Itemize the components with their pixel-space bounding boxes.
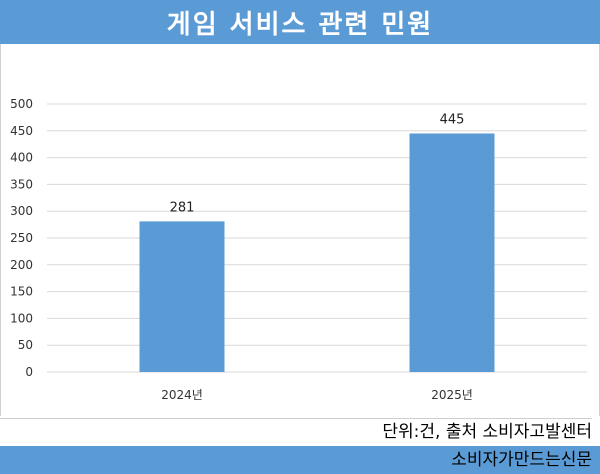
title-bar: 게임 서비스 관련 민원: [0, 0, 600, 44]
y-tick-label: 250: [10, 231, 33, 245]
y-tick-label: 350: [10, 177, 33, 191]
bar-value-label: 281: [170, 200, 195, 215]
y-tick-label: 200: [10, 258, 33, 272]
x-tick-label: 2024년: [161, 388, 203, 402]
bar-2025년: [409, 133, 495, 372]
y-tick-label: 50: [18, 338, 33, 352]
y-tick-label: 400: [10, 151, 33, 165]
y-tick-label: 450: [10, 124, 33, 138]
y-tick-label: 0: [25, 365, 33, 379]
y-tick-label: 500: [10, 97, 33, 111]
publisher-brand: 소비자가만드는신문: [451, 450, 592, 470]
y-tick-label: 100: [10, 311, 33, 325]
y-tick-label: 300: [10, 204, 33, 218]
bar-2024년: [139, 221, 225, 372]
chart-area: 0 50 100 150 200 250 300 350 400 450 500 281 2024년 44…: [0, 44, 600, 416]
y-tick-label: 150: [10, 285, 33, 299]
source-note: 단위:건, 출처 소비자고발센터: [0, 418, 592, 445]
bar-value-label: 445: [440, 112, 465, 127]
chart-title: 게임 서비스 관련 민원: [166, 9, 434, 40]
bar-chart: 0 50 100 150 200 250 300 350 400 450 500 281 2024년 44…: [10, 97, 587, 402]
footer-bar: 소비자가만드는신문: [0, 446, 600, 474]
x-tick-label: 2025년: [431, 388, 473, 402]
